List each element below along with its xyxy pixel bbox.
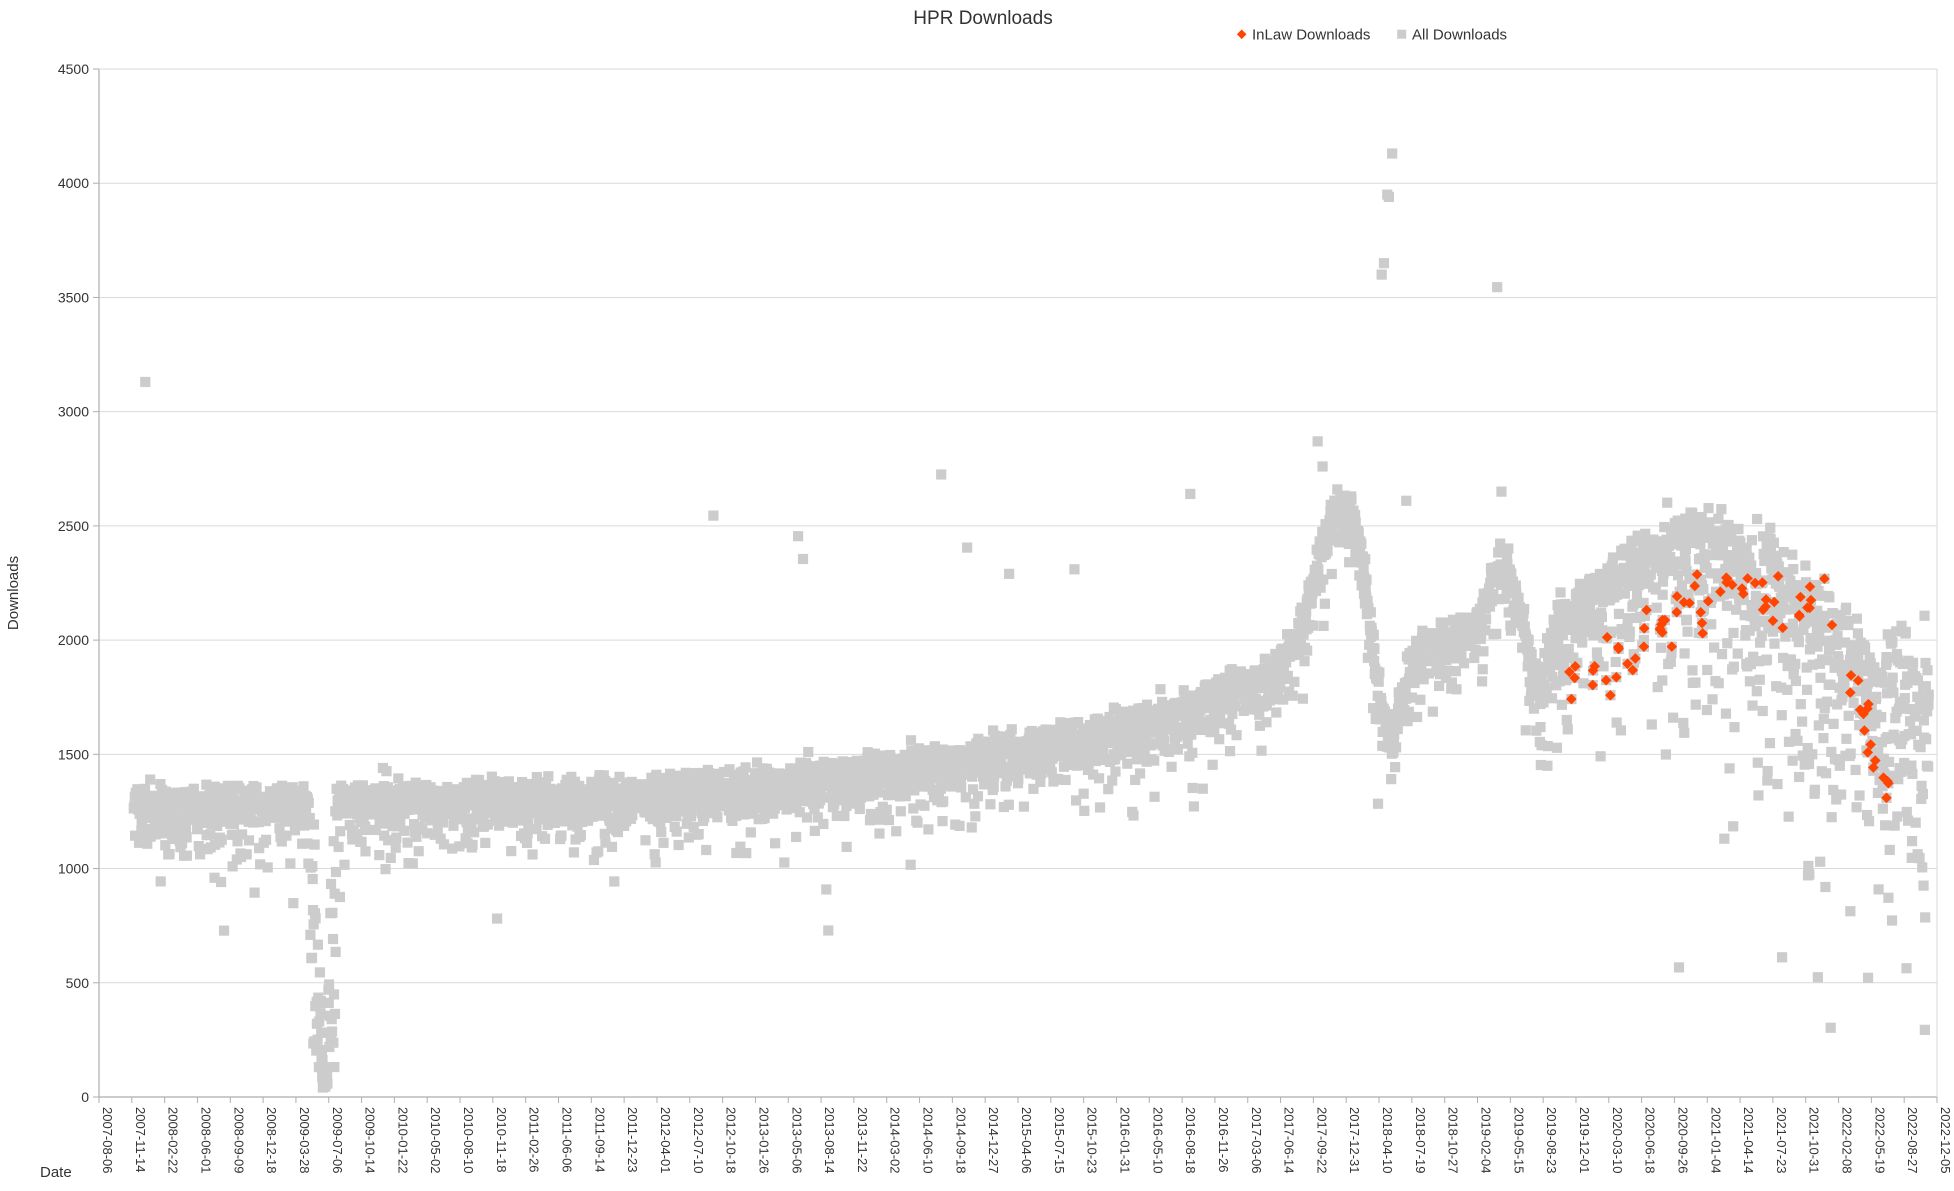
svg-text:500: 500 <box>66 975 90 991</box>
svg-text:2011-02-26: 2011-02-26 <box>527 1107 542 1173</box>
svg-text:Downloads: Downloads <box>5 556 22 630</box>
svg-text:2011-06-06: 2011-06-06 <box>560 1107 575 1173</box>
svg-text:2017-06-14: 2017-06-14 <box>1282 1107 1297 1174</box>
svg-text:2021-01-04: 2021-01-04 <box>1708 1107 1723 1174</box>
svg-text:2017-12-31: 2017-12-31 <box>1347 1107 1362 1174</box>
svg-text:2015-04-06: 2015-04-06 <box>1019 1107 1034 1174</box>
svg-text:2016-08-18: 2016-08-18 <box>1183 1107 1198 1174</box>
svg-text:4000: 4000 <box>58 175 89 191</box>
svg-text:2018-07-19: 2018-07-19 <box>1413 1107 1428 1174</box>
svg-text:2015-10-23: 2015-10-23 <box>1085 1107 1100 1174</box>
svg-text:2000: 2000 <box>58 632 89 648</box>
svg-text:2015-07-15: 2015-07-15 <box>1052 1107 1067 1174</box>
svg-text:2013-08-14: 2013-08-14 <box>822 1107 837 1174</box>
svg-text:2016-05-10: 2016-05-10 <box>1150 1107 1165 1174</box>
svg-text:2011-09-14: 2011-09-14 <box>592 1107 607 1173</box>
svg-text:2014-03-02: 2014-03-02 <box>888 1107 903 1174</box>
svg-text:2008-06-01: 2008-06-01 <box>198 1107 213 1174</box>
svg-text:2020-06-18: 2020-06-18 <box>1643 1107 1658 1174</box>
svg-text:2010-08-10: 2010-08-10 <box>461 1107 476 1174</box>
svg-text:2019-02-04: 2019-02-04 <box>1479 1107 1494 1174</box>
svg-text:2007-11-14: 2007-11-14 <box>133 1107 148 1173</box>
svg-text:2009-07-06: 2009-07-06 <box>330 1107 345 1174</box>
svg-text:2500: 2500 <box>58 518 89 534</box>
svg-text:2021-07-23: 2021-07-23 <box>1774 1107 1789 1174</box>
svg-text:HPR Downloads: HPR Downloads <box>913 8 1052 29</box>
svg-text:2010-01-22: 2010-01-22 <box>395 1107 410 1174</box>
svg-text:3000: 3000 <box>58 404 89 420</box>
svg-text:2019-08-23: 2019-08-23 <box>1544 1107 1559 1174</box>
svg-text:2013-11-22: 2013-11-22 <box>855 1107 870 1173</box>
svg-text:2008-02-22: 2008-02-22 <box>166 1107 181 1174</box>
svg-text:2018-04-10: 2018-04-10 <box>1380 1107 1395 1174</box>
svg-text:All Downloads: All Downloads <box>1412 26 1507 43</box>
svg-text:4500: 4500 <box>58 61 89 77</box>
svg-text:2012-07-10: 2012-07-10 <box>691 1107 706 1174</box>
svg-text:InLaw Downloads: InLaw Downloads <box>1252 26 1370 43</box>
svg-text:2014-12-27: 2014-12-27 <box>986 1107 1001 1174</box>
svg-text:2021-10-31: 2021-10-31 <box>1807 1107 1822 1174</box>
svg-text:1000: 1000 <box>58 861 89 877</box>
svg-text:2013-05-06: 2013-05-06 <box>789 1107 804 1174</box>
svg-text:2009-10-14: 2009-10-14 <box>363 1107 378 1174</box>
svg-text:2007-08-06: 2007-08-06 <box>100 1107 115 1174</box>
svg-text:2016-11-26: 2016-11-26 <box>1216 1107 1231 1173</box>
svg-text:2014-09-18: 2014-09-18 <box>953 1107 968 1174</box>
svg-text:2008-09-09: 2008-09-09 <box>231 1107 246 1174</box>
svg-text:2022-02-08: 2022-02-08 <box>1840 1107 1855 1174</box>
svg-text:2012-04-01: 2012-04-01 <box>658 1107 673 1174</box>
svg-text:2022-12-05: 2022-12-05 <box>1938 1107 1953 1174</box>
svg-text:Date: Date <box>40 1164 72 1181</box>
svg-text:2011-12-23: 2011-12-23 <box>625 1107 640 1173</box>
svg-text:2021-04-14: 2021-04-14 <box>1741 1107 1756 1174</box>
svg-text:3500: 3500 <box>58 289 89 305</box>
svg-text:2016-01-31: 2016-01-31 <box>1117 1107 1132 1174</box>
svg-text:2012-10-18: 2012-10-18 <box>724 1107 739 1174</box>
svg-text:2013-01-26: 2013-01-26 <box>756 1107 771 1174</box>
svg-text:2008-12-18: 2008-12-18 <box>264 1107 279 1174</box>
svg-text:2020-09-26: 2020-09-26 <box>1675 1107 1690 1174</box>
svg-text:0: 0 <box>81 1089 89 1105</box>
svg-text:2019-05-15: 2019-05-15 <box>1511 1107 1526 1174</box>
svg-text:2017-03-06: 2017-03-06 <box>1249 1107 1264 1174</box>
svg-text:2019-12-01: 2019-12-01 <box>1577 1107 1592 1174</box>
svg-text:2020-03-10: 2020-03-10 <box>1610 1107 1625 1174</box>
svg-text:1500: 1500 <box>58 746 89 762</box>
svg-text:2017-09-22: 2017-09-22 <box>1314 1107 1329 1174</box>
svg-text:2010-11-18: 2010-11-18 <box>494 1107 509 1173</box>
svg-text:2009-03-28: 2009-03-28 <box>297 1107 312 1174</box>
svg-text:2010-05-02: 2010-05-02 <box>428 1107 443 1174</box>
svg-text:2022-08-27: 2022-08-27 <box>1905 1107 1920 1174</box>
svg-text:2018-10-27: 2018-10-27 <box>1446 1107 1461 1174</box>
svg-text:2022-05-19: 2022-05-19 <box>1872 1107 1887 1174</box>
svg-text:2014-06-10: 2014-06-10 <box>921 1107 936 1174</box>
